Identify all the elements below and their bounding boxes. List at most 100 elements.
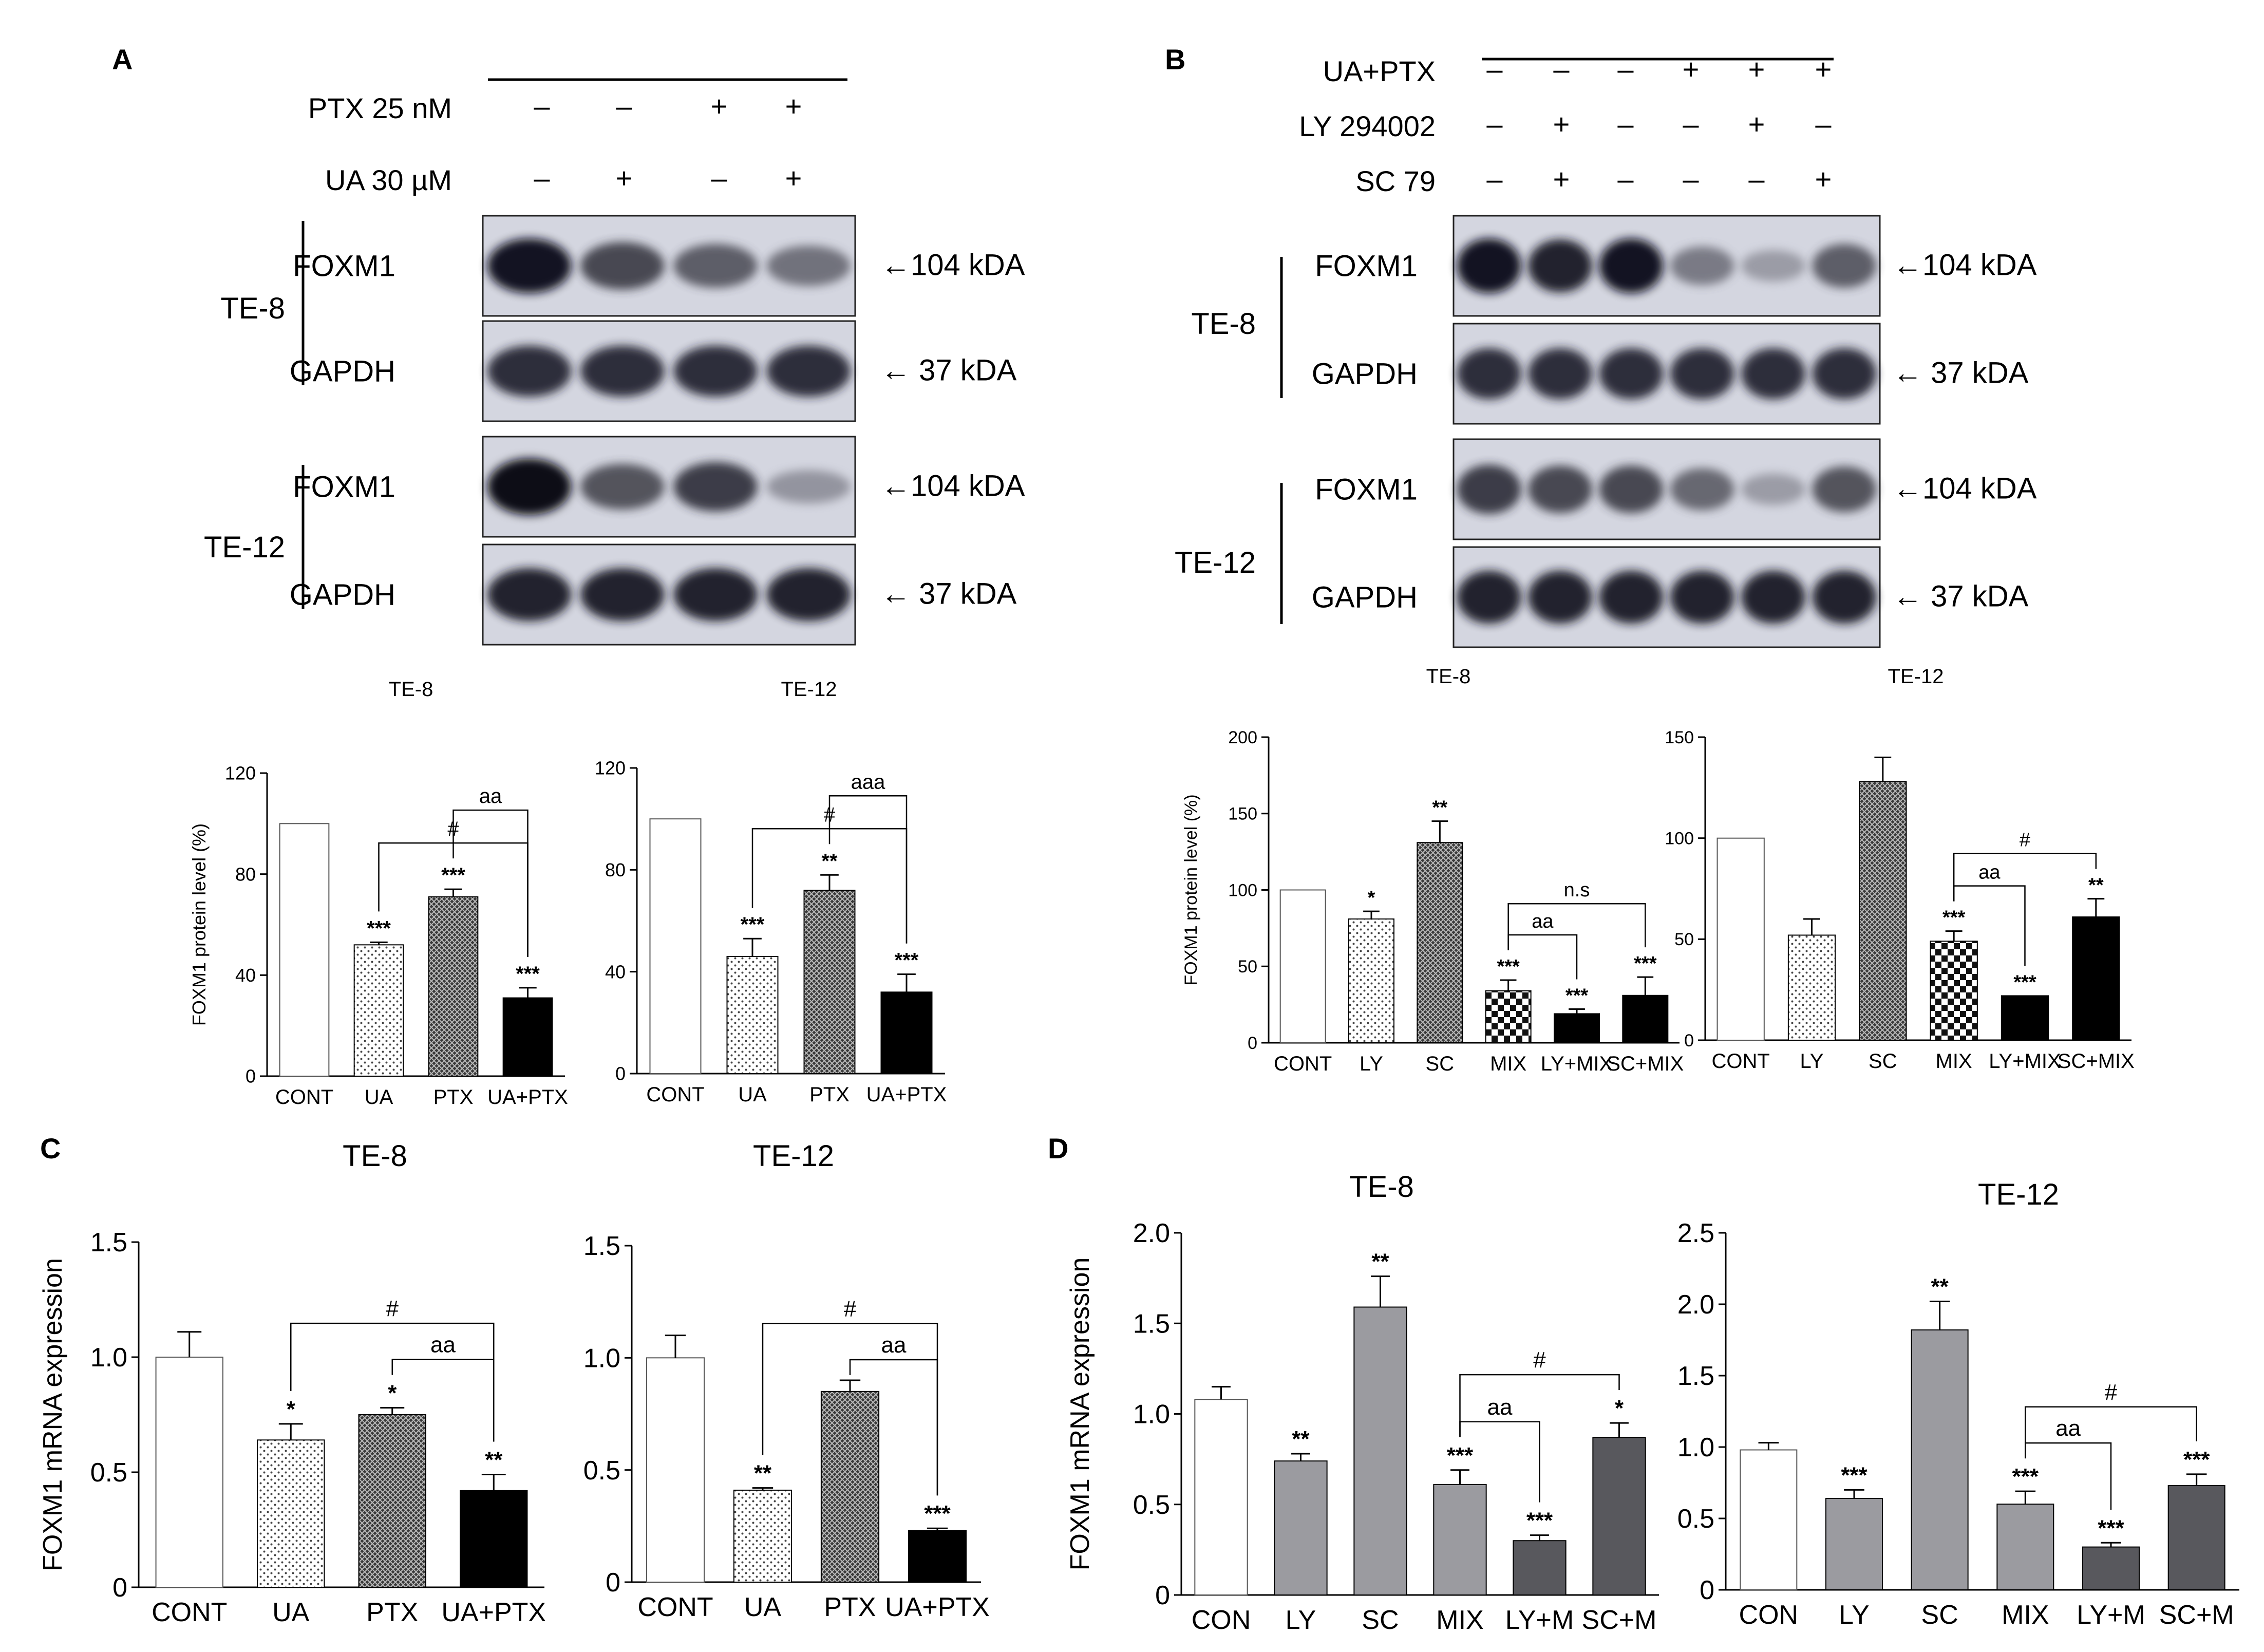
y-tick-label: 0 <box>112 1573 127 1603</box>
blot-membrane <box>1452 546 1881 648</box>
blot-band <box>1670 348 1734 400</box>
panel-letter-a: A <box>112 43 133 76</box>
blot-band <box>766 345 851 397</box>
chart-title: TE-8 <box>1426 665 1471 688</box>
blot-band <box>766 470 851 503</box>
molecular-weight-label: ←104 kDA <box>881 249 1025 282</box>
significance-stars: ** <box>485 1447 503 1472</box>
y-tick-label: 0.5 <box>1133 1490 1170 1520</box>
treatment-sign: – <box>1748 163 1765 195</box>
significance-stars: *** <box>1497 956 1520 978</box>
blot-band <box>487 568 572 621</box>
bar <box>1274 1460 1328 1595</box>
treatment-sign: + <box>711 90 728 122</box>
significance-stars: *** <box>1942 907 1966 929</box>
y-tick-label: 1.0 <box>1677 1433 1714 1462</box>
bar <box>646 1357 705 1583</box>
protein-label: FOXM1 <box>293 471 395 504</box>
comparison-bracket <box>1953 853 2097 902</box>
y-tick-label: 80 <box>605 859 626 880</box>
blot-band <box>1812 571 1877 624</box>
significance-stars: *** <box>2183 1447 2210 1472</box>
significance-stars: ** <box>1292 1426 1310 1452</box>
bar <box>2082 1546 2140 1591</box>
y-axis-label: FOXM1 mRNA expression <box>1065 1257 1095 1571</box>
category-label: UA+PTX <box>885 1592 990 1622</box>
category-label: PTX <box>824 1592 876 1622</box>
treatment-sign: – <box>1486 108 1503 140</box>
comparison-label: aa <box>430 1332 456 1358</box>
molecular-weight-label: ← 37 kDA <box>881 577 1017 611</box>
category-label: CONT <box>1712 1050 1770 1073</box>
treatment-sign: – <box>1815 108 1832 140</box>
bar <box>1787 934 1836 1041</box>
bar <box>1417 842 1463 1044</box>
category-label: MIX <box>2002 1600 2049 1630</box>
treatment-label: LY 294002 <box>1299 110 1436 142</box>
panel-letter-c: C <box>40 1132 61 1165</box>
blot-band <box>1670 247 1734 285</box>
treatment-sign: – <box>1683 163 1699 195</box>
category-label: UA+PTX <box>866 1083 947 1106</box>
chart-title: TE-8 <box>343 1139 407 1173</box>
blot-band <box>1457 571 1521 624</box>
bar <box>279 823 330 1077</box>
bar <box>1911 1329 1969 1591</box>
comparison-label: aaa <box>851 771 885 793</box>
comparison-bracket <box>762 1323 938 1496</box>
chart-d1: TE-8 0 0.5 1.0 1.5 2.0 FOXM1 mRNA expression CO… <box>1065 1170 1659 1635</box>
y-axis-label: FOXM1 protein level (%) <box>188 823 210 1026</box>
y-tick-label: 0 <box>1248 1034 1257 1053</box>
blot-membrane <box>1452 438 1881 540</box>
treatment-sign: – <box>1553 53 1570 85</box>
protein-label: FOXM1 <box>293 250 395 283</box>
blot-band <box>1599 571 1664 624</box>
y-tick-label: 150 <box>1665 728 1694 747</box>
bar <box>803 890 856 1074</box>
chart-c2: TE-12 0 0.5 1.0 1.5 CONT ** UA PTX *** UA+PTX aa # <box>583 1139 990 1622</box>
bar-charts: TE-8 0 40 80 120 FOXM1 protein level (%) CONT *… <box>38 665 2239 1635</box>
comparison-label: aa <box>1532 911 1554 932</box>
significance-stars: *** <box>741 913 765 936</box>
blot-band <box>1528 239 1592 292</box>
comparison-bracket <box>828 795 908 944</box>
significance-stars: *** <box>1565 985 1589 1007</box>
blot-band <box>580 242 665 290</box>
comparison-bracket <box>1507 903 1646 951</box>
treatment-sign: + <box>1815 53 1832 85</box>
blot-B-panel: UA+PTX – – – + + + LY 294002 – + – – + – SC 79 – + – – – + TE… <box>1175 53 2037 648</box>
significance-stars: *** <box>2012 1464 2039 1489</box>
blot-band <box>1457 348 1521 400</box>
category-label: LY+M <box>1505 1605 1574 1635</box>
bar <box>1592 1437 1646 1595</box>
y-tick-label: 80 <box>235 863 256 885</box>
category-label: CON <box>1192 1605 1251 1635</box>
blot-band <box>1741 474 1805 505</box>
y-tick-label: 0 <box>1684 1031 1694 1050</box>
chart-a1: TE-8 0 40 80 120 FOXM1 protein level (%) CONT *… <box>188 678 568 1109</box>
bar <box>733 1489 793 1583</box>
significance-stars: *** <box>1841 1462 1867 1488</box>
significance-stars: * <box>1615 1396 1624 1421</box>
significance-stars: *** <box>924 1501 951 1526</box>
blot-band <box>580 464 665 510</box>
bar <box>1716 837 1765 1041</box>
protein-label: GAPDH <box>290 355 395 388</box>
significance-stars: ** <box>821 850 838 872</box>
protein-label: GAPDH <box>1312 358 1418 391</box>
bar <box>428 896 479 1077</box>
treatment-sign: – <box>616 90 632 122</box>
bar <box>1859 781 1907 1041</box>
y-tick-label: 0.5 <box>90 1458 127 1488</box>
y-tick-label: 40 <box>605 961 626 982</box>
category-label: UA <box>744 1592 782 1622</box>
blot-band <box>1599 348 1664 400</box>
category-label: UA <box>738 1083 767 1106</box>
treatment-sign: – <box>1617 108 1634 140</box>
significance-stars: * <box>1368 887 1375 909</box>
cell-line-label: TE-12 <box>204 531 285 564</box>
category-label: CON <box>1739 1600 1799 1630</box>
y-tick-label: 150 <box>1228 804 1257 824</box>
